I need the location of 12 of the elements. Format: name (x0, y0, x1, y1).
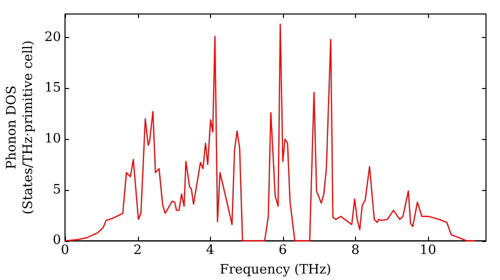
y-tick-label: 5 (52, 182, 62, 198)
x-axis-title: Frequency (THz) (220, 262, 332, 278)
y-tick-label: 0 (52, 233, 62, 248)
y-tick-label: 15 (44, 80, 62, 96)
y-tick-label: 10 (44, 131, 62, 146)
x-tick-label: 6 (278, 242, 287, 258)
x-tick-label: 10 (420, 242, 436, 258)
x-tick-label: 2 (133, 242, 142, 258)
y-tick-label: 20 (44, 30, 62, 45)
x-tick-label: 8 (351, 242, 360, 258)
y-axis-title: Phonon DOS (States/THz·primitive cell) (4, 40, 36, 214)
x-tick-label: 4 (206, 242, 214, 258)
